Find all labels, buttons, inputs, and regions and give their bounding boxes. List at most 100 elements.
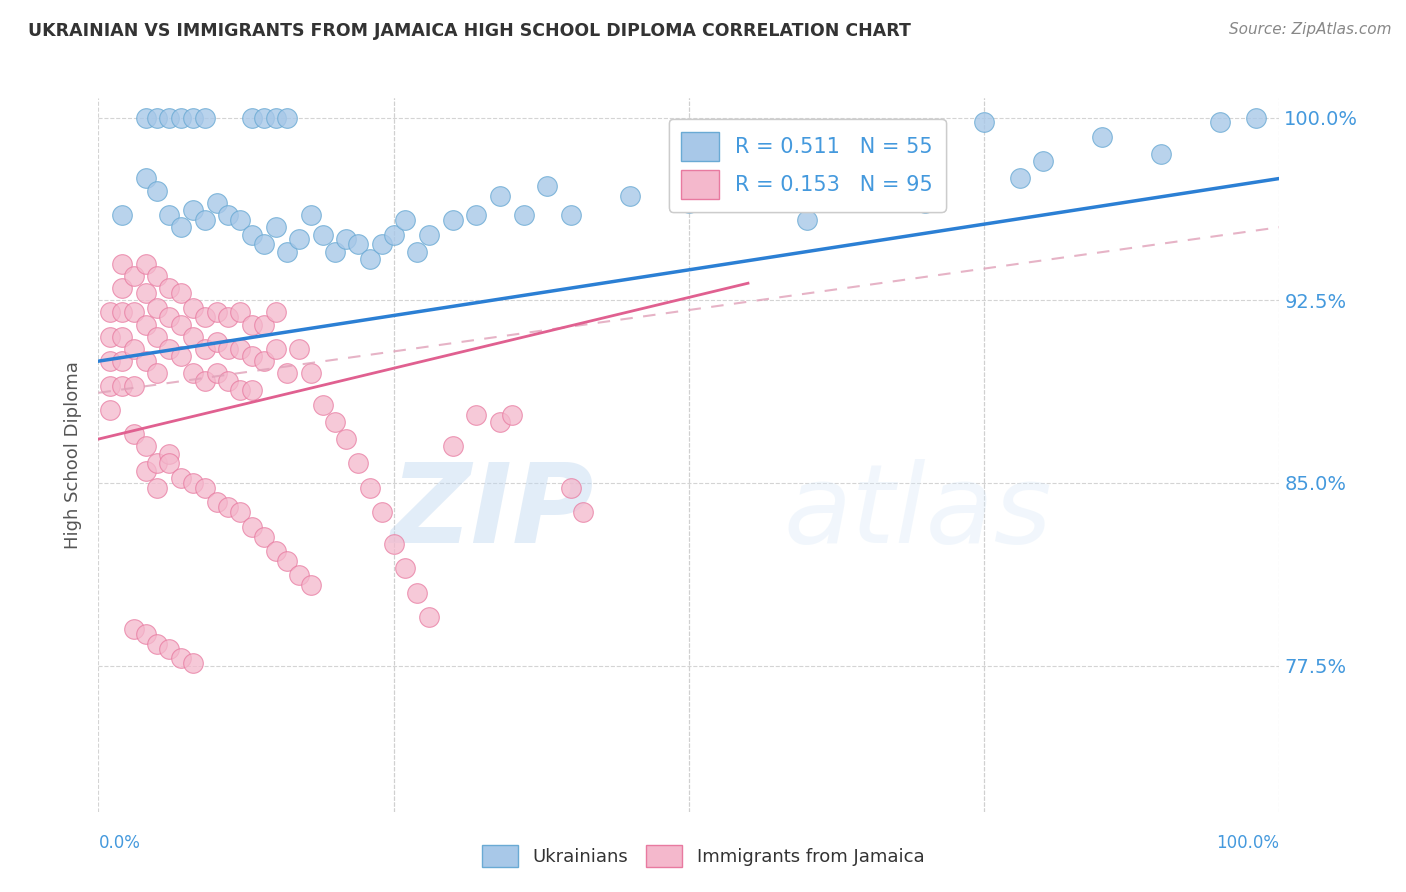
Point [217,310,239,325]
Point [619,188,641,202]
Point [276,244,298,259]
Point [371,505,394,519]
Point [194,481,217,495]
Point [98,402,121,417]
Point [194,213,217,227]
Point [796,213,818,227]
Legend: R = 0.511   N = 55, R = 0.153   N = 95: R = 0.511 N = 55, R = 0.153 N = 95 [669,120,945,211]
Point [181,111,204,125]
Point [205,367,228,381]
Point [111,378,134,392]
Point [146,637,169,651]
Point [205,195,228,210]
Point [98,354,121,368]
Text: Source: ZipAtlas.com: Source: ZipAtlas.com [1229,22,1392,37]
Point [217,374,239,388]
Point [276,111,298,125]
Text: UKRAINIAN VS IMMIGRANTS FROM JAMAICA HIGH SCHOOL DIPLOMA CORRELATION CHART: UKRAINIAN VS IMMIGRANTS FROM JAMAICA HIG… [28,22,911,40]
Point [205,495,228,509]
Point [276,367,298,381]
Point [253,237,276,252]
Point [229,305,252,319]
Point [288,342,311,356]
Point [312,227,335,242]
Point [536,178,558,193]
Text: atlas: atlas [783,458,1052,566]
Point [181,367,204,381]
Point [276,554,298,568]
Legend: Ukrainians, Immigrants from Jamaica: Ukrainians, Immigrants from Jamaica [474,838,932,874]
Point [157,447,180,461]
Point [571,505,593,519]
Point [146,457,169,471]
Point [253,111,276,125]
Point [441,439,464,453]
Point [465,208,488,222]
Point [122,427,145,442]
Point [560,208,582,222]
Point [170,651,193,665]
Point [347,237,370,252]
Point [240,349,263,363]
Text: 100.0%: 100.0% [1216,834,1279,852]
Point [489,188,512,202]
Point [1150,147,1173,161]
Point [194,310,217,325]
Point [146,367,169,381]
Point [170,471,193,485]
Point [240,111,263,125]
Point [135,285,157,300]
Point [312,398,335,412]
Point [146,111,169,125]
Point [359,481,381,495]
Point [111,354,134,368]
Point [146,301,169,315]
Point [253,529,276,543]
Point [111,208,134,222]
Point [299,367,322,381]
Point [170,318,193,332]
Point [135,439,157,453]
Point [394,561,416,575]
Point [229,342,252,356]
Point [111,330,134,344]
Point [194,111,217,125]
Point [229,384,252,398]
Point [170,285,193,300]
Point [737,178,759,193]
Point [335,232,357,246]
Point [229,213,252,227]
Point [122,378,145,392]
Point [240,520,263,534]
Point [264,111,287,125]
Point [501,408,523,422]
Point [299,578,322,592]
Point [205,334,228,349]
Point [170,111,193,125]
Point [914,195,936,210]
Point [253,318,276,332]
Point [253,354,276,368]
Point [323,244,346,259]
Point [157,281,180,295]
Point [205,305,228,319]
Point [111,305,134,319]
Point [335,432,357,446]
Point [240,318,263,332]
Point [135,257,157,271]
Point [135,354,157,368]
Point [288,568,311,582]
Point [194,374,217,388]
Point [264,544,287,558]
Point [157,111,180,125]
Point [157,457,180,471]
Point [122,622,145,636]
Point [157,310,180,325]
Text: ZIP: ZIP [391,458,595,566]
Point [560,481,582,495]
Text: 0.0%: 0.0% [98,834,141,852]
Point [394,213,416,227]
Point [217,208,239,222]
Point [418,227,440,242]
Point [406,585,429,599]
